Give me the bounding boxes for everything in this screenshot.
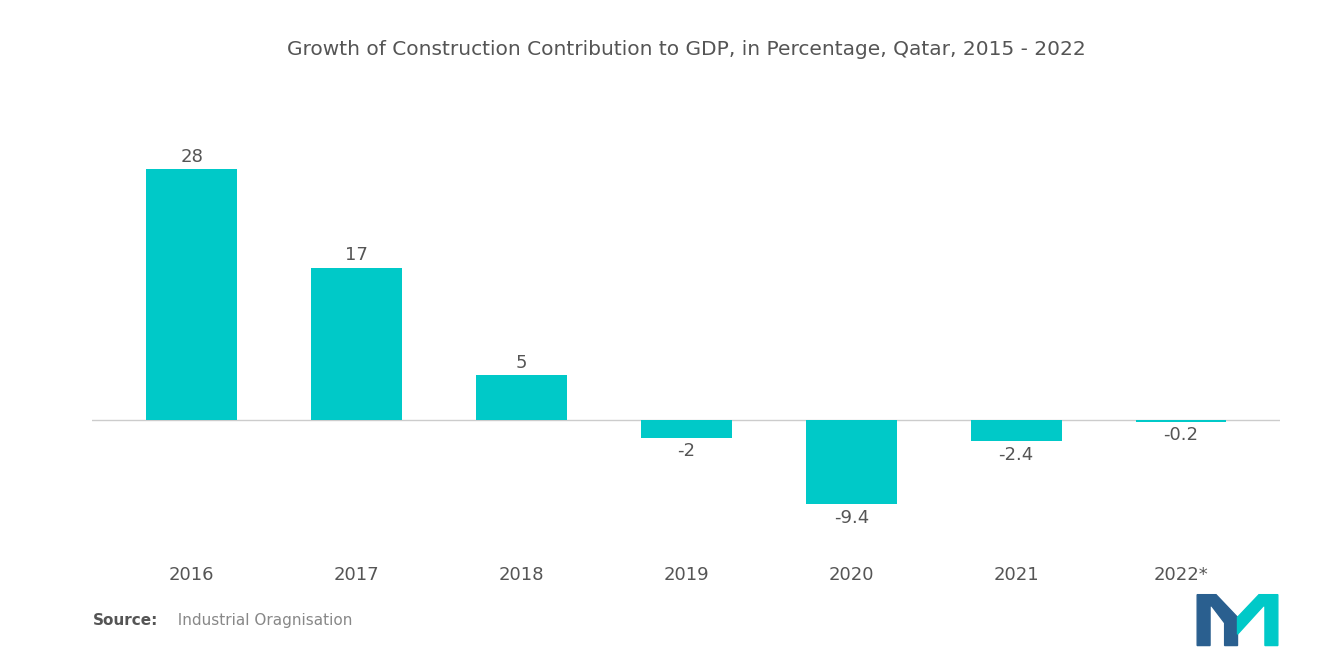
- Text: Source:: Source:: [92, 613, 158, 628]
- Text: -2.4: -2.4: [998, 446, 1034, 464]
- Text: -9.4: -9.4: [834, 509, 869, 527]
- Bar: [642, 420, 731, 438]
- Bar: [312, 268, 403, 420]
- Bar: [1135, 420, 1226, 422]
- Text: -2: -2: [677, 442, 696, 460]
- Text: Industrial Oragnisation: Industrial Oragnisation: [168, 613, 352, 628]
- Bar: [970, 420, 1061, 442]
- Bar: [807, 420, 896, 504]
- Text: 5: 5: [516, 354, 527, 372]
- Text: 17: 17: [346, 246, 368, 264]
- Text: -0.2: -0.2: [1163, 426, 1199, 444]
- Bar: [147, 170, 238, 420]
- Polygon shape: [1238, 595, 1278, 646]
- Polygon shape: [1197, 595, 1238, 646]
- Text: 28: 28: [181, 148, 203, 166]
- Bar: [477, 375, 566, 420]
- Title: Growth of Construction Contribution to GDP, in Percentage, Qatar, 2015 - 2022: Growth of Construction Contribution to G…: [286, 40, 1086, 59]
